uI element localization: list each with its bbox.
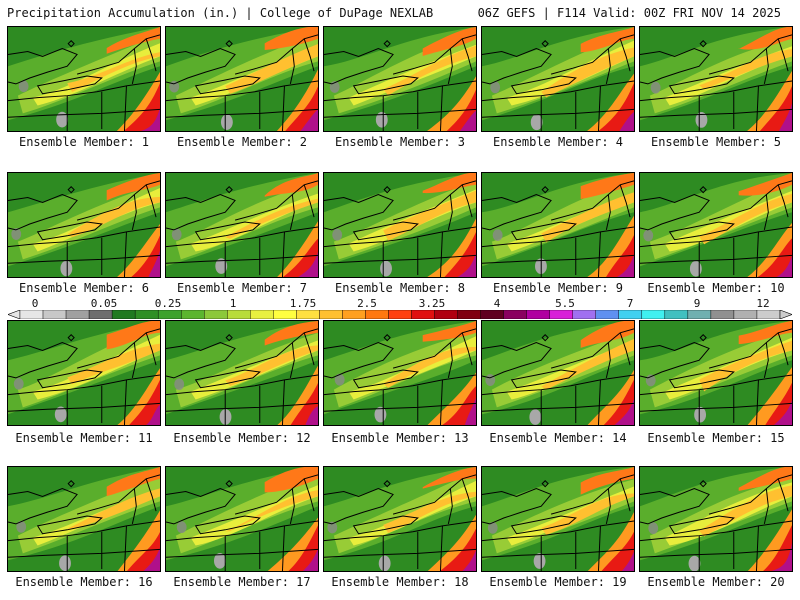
ensemble-member-label: Ensemble Member: 1 — [18, 135, 150, 149]
colorbar-swatch — [319, 310, 343, 319]
colorbar-swatch — [756, 310, 781, 319]
colorbar-swatch — [181, 310, 205, 319]
colorbar-swatch — [19, 310, 44, 319]
colorbar-tick-label: 1.75 — [289, 297, 317, 310]
ensemble-member-map — [639, 466, 793, 572]
colorbar-swatch — [411, 310, 435, 319]
colorbar-swatch — [480, 310, 504, 319]
ensemble-member-label: Ensemble Member: 8 — [334, 281, 466, 295]
ensemble-member-map — [7, 320, 161, 426]
ensemble-member-label: Ensemble Member: 19 — [489, 575, 627, 589]
ensemble-member-map — [323, 320, 477, 426]
run-info: 06Z GEFS | F114 Valid: 00Z FRI NOV 14 20… — [477, 6, 781, 20]
colorbar-swatch — [595, 310, 619, 319]
ensemble-member-label: Ensemble Member: 3 — [334, 135, 466, 149]
ensemble-member-label: Ensemble Member: 4 — [492, 135, 624, 149]
colorbar-swatch — [503, 310, 527, 319]
colorbar-swatch — [365, 310, 389, 319]
colorbar-swatch — [111, 310, 136, 319]
ensemble-member-label: Ensemble Member: 9 — [492, 281, 624, 295]
colorbar-swatch — [641, 310, 666, 319]
ensemble-member-label: Ensemble Member: 7 — [176, 281, 308, 295]
ensemble-member-label: Ensemble Member: 13 — [331, 431, 469, 445]
ensemble-member-map — [481, 172, 635, 278]
ensemble-member-label: Ensemble Member: 10 — [647, 281, 785, 295]
ensemble-member-map — [323, 26, 477, 132]
colorbar-swatch — [227, 310, 251, 319]
colorbar-swatch — [664, 310, 689, 319]
colorbar-tick-label: 0 — [31, 297, 39, 310]
colorbar-tick-label: 0.25 — [154, 297, 182, 310]
colorbar-left-arrow — [8, 310, 21, 319]
ensemble-member-label: Ensemble Member: 15 — [647, 431, 785, 445]
colorbar-swatch — [250, 310, 274, 319]
colorbar-tick-label: 12 — [756, 297, 770, 310]
colorbar-tick-label: 2.5 — [357, 297, 377, 310]
ensemble-member-map — [481, 26, 635, 132]
ensemble-member-map — [7, 26, 161, 132]
colorbar-right-arrow — [779, 310, 792, 319]
ensemble-member-map — [165, 466, 319, 572]
ensemble-member-map — [639, 26, 793, 132]
ensemble-member-label: Ensemble Member: 5 — [650, 135, 782, 149]
colorbar-tick-label: 4 — [493, 297, 501, 310]
colorbar-swatch — [88, 310, 113, 319]
colorbar-swatch — [687, 310, 712, 319]
ensemble-member-map — [7, 466, 161, 572]
ensemble-member-map — [481, 320, 635, 426]
ensemble-member-label: Ensemble Member: 6 — [18, 281, 150, 295]
ensemble-member-map — [639, 320, 793, 426]
colorbar-swatch — [204, 310, 228, 319]
colorbar-swatch — [710, 310, 735, 319]
colorbar-swatch — [157, 310, 182, 319]
colorbar-swatch — [434, 310, 458, 319]
colorbar-swatch — [526, 310, 550, 319]
colorbar-tick-label: 0.05 — [90, 297, 118, 310]
colorbar-tick-label: 5.5 — [555, 297, 575, 310]
ensemble-member-label: Ensemble Member: 12 — [173, 431, 311, 445]
colorbar-swatch — [549, 310, 573, 319]
ensemble-member-map — [639, 172, 793, 278]
colorbar-swatch — [457, 310, 481, 319]
page-title: Precipitation Accumulation (in.) | Colle… — [7, 6, 434, 20]
ensemble-member-map — [165, 320, 319, 426]
colorbar-tick-label: 9 — [693, 297, 701, 310]
ensemble-member-map — [165, 26, 319, 132]
ensemble-member-label: Ensemble Member: 17 — [173, 575, 311, 589]
ensemble-member-map — [323, 172, 477, 278]
ensemble-member-label: Ensemble Member: 11 — [15, 431, 153, 445]
ensemble-member-label: Ensemble Member: 16 — [15, 575, 153, 589]
ensemble-member-map — [7, 172, 161, 278]
colorbar-tick-label: 1 — [229, 297, 237, 310]
colorbar-tick-label: 3.25 — [418, 297, 446, 310]
ensemble-member-map — [165, 172, 319, 278]
colorbar-swatch — [134, 310, 159, 319]
ensemble-member-map — [323, 466, 477, 572]
colorbar-swatch — [733, 310, 758, 319]
colorbar-swatch — [273, 310, 297, 319]
ensemble-member-map — [481, 466, 635, 572]
colorbar — [8, 310, 792, 319]
colorbar-swatch — [296, 310, 320, 319]
ensemble-member-label: Ensemble Member: 14 — [489, 431, 627, 445]
ensemble-member-label: Ensemble Member: 2 — [176, 135, 308, 149]
ensemble-member-label: Ensemble Member: 20 — [647, 575, 785, 589]
colorbar-swatch — [342, 310, 366, 319]
colorbar-swatch — [42, 310, 67, 319]
colorbar-swatch — [572, 310, 596, 319]
colorbar-swatch — [388, 310, 412, 319]
colorbar-tick-label: 7 — [626, 297, 634, 310]
ensemble-member-label: Ensemble Member: 18 — [331, 575, 469, 589]
colorbar-swatch — [618, 310, 643, 319]
colorbar-swatch — [65, 310, 90, 319]
